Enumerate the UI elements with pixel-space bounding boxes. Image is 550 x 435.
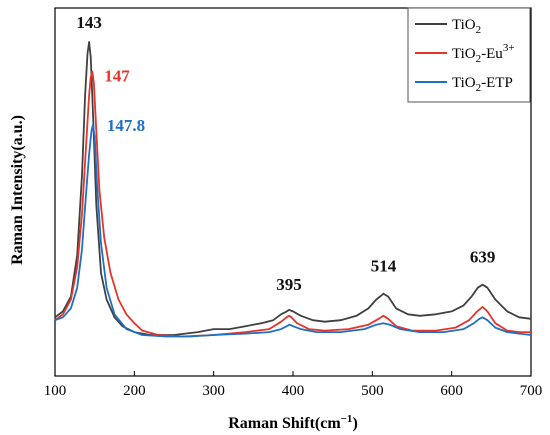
legend-label: TiO2 <box>452 17 481 36</box>
peak-label: 514 <box>371 257 397 276</box>
peak-label: 147 <box>104 67 130 86</box>
peak-label: 395 <box>276 275 302 294</box>
x-tick-label: 400 <box>282 383 305 399</box>
x-tick-label: 300 <box>202 383 225 399</box>
legend: TiO2 TiO2-Eu3+ TiO2-ETP <box>407 7 531 103</box>
x-tick-label: 500 <box>361 383 384 399</box>
x-tick-label: 100 <box>44 383 67 399</box>
series-line-3 <box>54 124 532 338</box>
x-tick-label: 700 <box>520 383 543 399</box>
peak-label: 143 <box>76 13 102 32</box>
series-line-2 <box>54 70 531 338</box>
peak-annotations: 143 147 147.8 395 514 639 <box>76 13 495 294</box>
peak-label: 147.8 <box>107 116 145 135</box>
x-tick-label: 600 <box>440 383 463 399</box>
x-axis-ticks: 100 200 300 400 500 600 700 <box>44 371 543 399</box>
x-axis-title: Raman Shift(cm−1) <box>228 413 358 432</box>
series-layer <box>54 41 532 338</box>
peak-label: 639 <box>470 248 496 267</box>
legend-label: TiO2-ETP <box>452 75 513 94</box>
y-axis-title: Raman Intensity(a.u.) <box>9 115 26 265</box>
x-tick-label: 200 <box>123 383 146 399</box>
series-line-1 <box>54 41 532 336</box>
legend-label: TiO2-Eu3+ <box>452 42 515 65</box>
